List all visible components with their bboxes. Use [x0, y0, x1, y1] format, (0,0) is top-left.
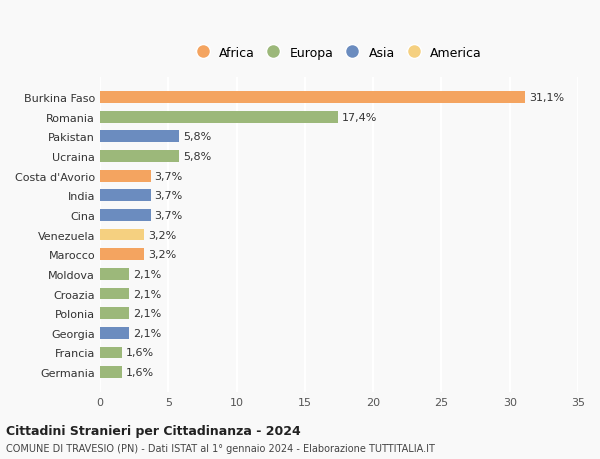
Bar — [100, 288, 128, 300]
Bar — [100, 229, 143, 241]
Text: 17,4%: 17,4% — [342, 112, 377, 123]
Bar — [100, 347, 122, 358]
Bar — [100, 190, 151, 202]
Bar — [100, 131, 179, 143]
Text: 1,6%: 1,6% — [126, 348, 154, 358]
Bar — [100, 92, 525, 104]
Bar — [100, 366, 122, 378]
Text: 31,1%: 31,1% — [529, 93, 564, 103]
Bar — [100, 112, 338, 123]
Bar — [100, 210, 151, 221]
Text: 3,7%: 3,7% — [155, 191, 183, 201]
Bar — [100, 327, 128, 339]
Bar — [100, 269, 128, 280]
Text: 3,2%: 3,2% — [148, 230, 176, 240]
Text: 3,7%: 3,7% — [155, 211, 183, 220]
Bar — [100, 170, 151, 182]
Text: 5,8%: 5,8% — [183, 151, 212, 162]
Bar — [100, 308, 128, 319]
Text: 2,1%: 2,1% — [133, 269, 161, 279]
Text: 3,7%: 3,7% — [155, 171, 183, 181]
Text: 3,2%: 3,2% — [148, 250, 176, 260]
Text: 1,6%: 1,6% — [126, 367, 154, 377]
Text: 5,8%: 5,8% — [183, 132, 212, 142]
Text: 2,1%: 2,1% — [133, 328, 161, 338]
Text: 2,1%: 2,1% — [133, 289, 161, 299]
Text: Cittadini Stranieri per Cittadinanza - 2024: Cittadini Stranieri per Cittadinanza - 2… — [6, 424, 301, 437]
Bar — [100, 151, 179, 162]
Bar — [100, 249, 143, 261]
Text: COMUNE DI TRAVESIO (PN) - Dati ISTAT al 1° gennaio 2024 - Elaborazione TUTTITALI: COMUNE DI TRAVESIO (PN) - Dati ISTAT al … — [6, 443, 435, 453]
Text: 2,1%: 2,1% — [133, 308, 161, 319]
Legend: Africa, Europa, Asia, America: Africa, Europa, Asia, America — [193, 43, 485, 63]
